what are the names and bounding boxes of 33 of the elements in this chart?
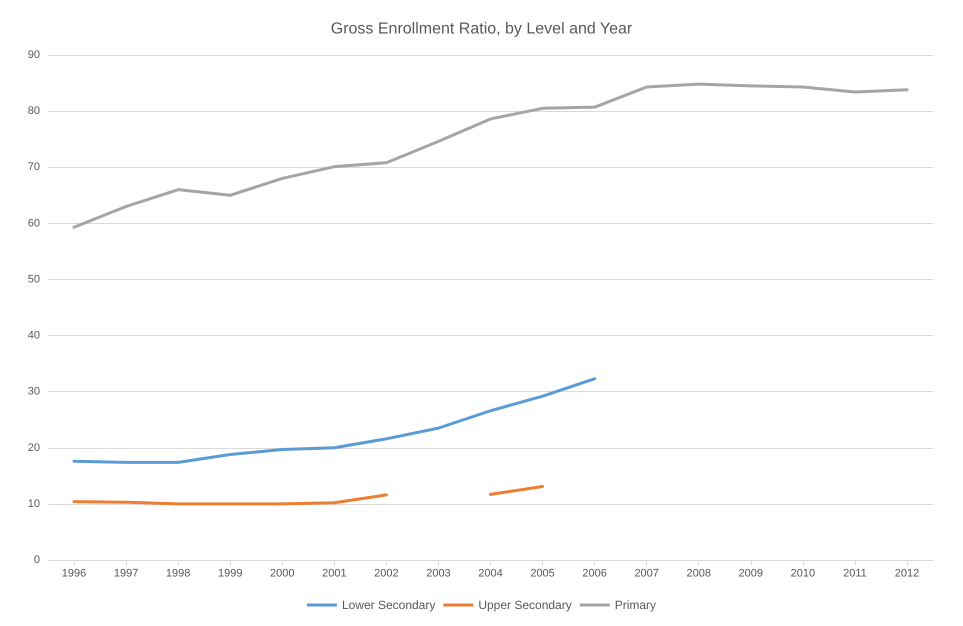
x-tick-label: 1996: [62, 568, 86, 580]
legend-label: Lower Secondary: [342, 598, 436, 612]
y-tick-label: 80: [28, 105, 40, 118]
line-series: [72, 377, 596, 464]
x-tick-label: 2004: [478, 568, 503, 580]
y-tick-label: 40: [28, 330, 40, 342]
x-tick-label: 2003: [426, 568, 451, 580]
y-tick-label: 70: [28, 161, 40, 174]
y-tick-label: 50: [28, 273, 40, 286]
x-tick-label: 2001: [322, 568, 347, 580]
x-tick-label: 1997: [114, 568, 138, 580]
x-tick-label: 2005: [530, 568, 555, 580]
legend-label: Upper Secondary: [478, 598, 572, 612]
x-tick-label: 2002: [374, 568, 399, 580]
y-tick-label: 0: [34, 554, 40, 566]
x-tick-label: 2011: [843, 568, 867, 580]
x-tick-label: 2009: [738, 568, 764, 580]
x-tick-label: 2006: [582, 568, 607, 580]
line-series: [72, 82, 908, 229]
y-tick-label: 60: [28, 217, 40, 230]
y-tick-label: 90: [28, 49, 40, 61]
y-tick-label: 30: [28, 386, 40, 398]
x-tick-label: 2000: [270, 568, 295, 580]
chart-title: Gross Enrollment Ratio, by Level and Year: [330, 20, 633, 38]
x-tick-label: 2007: [634, 568, 659, 580]
y-tick-label: 20: [28, 442, 40, 454]
legend-label: Primary: [614, 598, 656, 612]
x-tick-label: 1999: [218, 568, 242, 580]
x-tick-label: 2012: [894, 568, 920, 580]
x-tick-label: 2008: [686, 568, 711, 580]
y-tick-label: 10: [28, 498, 40, 510]
x-tick-label: 2010: [790, 568, 816, 580]
x-tick-label: 1998: [166, 568, 190, 580]
